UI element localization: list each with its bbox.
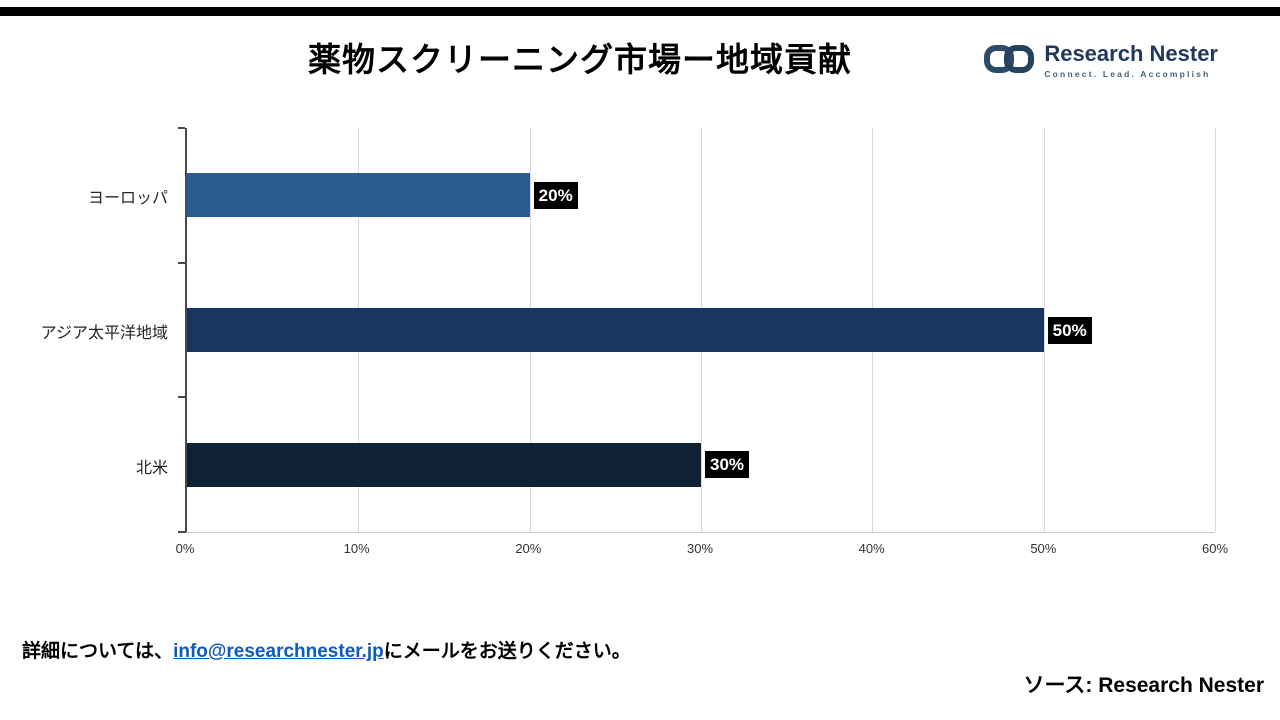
contact-suffix: にメールをお送りください。 <box>383 641 631 662</box>
logo-tagline: Connect. Lead. Accomplish <box>1044 69 1211 80</box>
x-axis-tick-label: 40% <box>858 541 885 556</box>
chain-links-logo-icon <box>983 44 1035 79</box>
source-label: ソース: Research Nester <box>1023 674 1264 697</box>
x-axis-tick-label: 30% <box>686 541 714 556</box>
bar-data-label: 30% <box>705 451 750 479</box>
bar-row: 50% <box>187 263 1215 398</box>
gridline <box>1043 128 1045 532</box>
bar-row: 30% <box>187 397 1215 532</box>
x-axis-tick-label: 50% <box>1030 541 1057 556</box>
bar-data-label: 20% <box>533 181 578 209</box>
bar-3 <box>187 442 701 487</box>
y-axis-tick <box>178 127 185 129</box>
contact-line: 詳細については、info@researchnester.jpにメールをお送りくだ… <box>22 636 631 663</box>
x-axis-tick-label: 20% <box>515 541 542 556</box>
y-axis-tick <box>178 261 185 264</box>
logo-name: Research Nester <box>1044 41 1218 66</box>
bar-row: 20% <box>187 128 1215 263</box>
x-axis-tick-label: 10% <box>343 541 370 556</box>
category-labels: ヨーロッパアジア太平洋地域北米 <box>0 128 177 533</box>
research-nester-logo: Research Nester Connect. Lead. Accomplis… <box>983 41 1218 80</box>
bar-data-label: 50% <box>1047 316 1092 344</box>
y-axis-tick <box>178 396 185 399</box>
category-label: 北米 <box>135 459 168 477</box>
chart-title: 薬物スクリーニング市場ー地域貢献 <box>308 41 852 78</box>
top-black-bar <box>0 7 1280 16</box>
contact-email-link[interactable]: info@researchnester.jp <box>173 641 384 662</box>
x-axis: 0% 10% 20% 30% 40% 50% 60% <box>176 541 1228 561</box>
gridline <box>1215 128 1216 532</box>
plot-area: 20% 50% 30% <box>178 127 1216 533</box>
category-label: ヨーロッパ <box>87 189 168 207</box>
x-axis-tick-label: 0% <box>175 541 195 556</box>
x-axis-tick-label: 60% <box>1201 541 1229 556</box>
category-label: アジア太平洋地域 <box>40 324 168 342</box>
bar-2 <box>187 308 1044 352</box>
bar-1 <box>187 173 530 218</box>
y-axis-tick <box>178 531 185 533</box>
logo-text-block: Research Nester Connect. Lead. Accomplis… <box>1044 41 1218 80</box>
contact-prefix: 詳細については、 <box>22 641 174 662</box>
